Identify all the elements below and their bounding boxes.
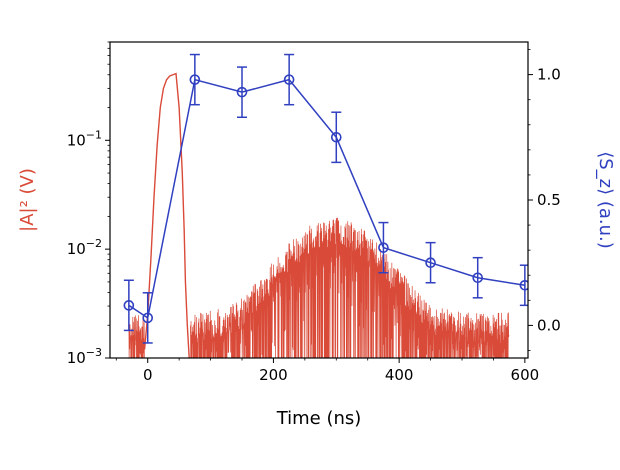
sz-errorbar — [189, 53, 200, 106]
right-tick-label: 0.0 — [537, 316, 561, 334]
sz-point — [519, 279, 528, 291]
sz-point — [472, 272, 484, 284]
x-tick-label: 400 — [385, 366, 414, 384]
left-tick-label: 10−2 — [67, 237, 102, 258]
sz-errorbar — [284, 53, 295, 106]
x-axis-title: Time (ns) — [276, 408, 362, 429]
pulse-trace — [143, 72, 190, 358]
right-axis-title: ⟨S_z⟩ (a.u.) — [595, 151, 616, 249]
sz-point — [330, 132, 342, 143]
sz-errorbar — [123, 279, 134, 332]
sz-point — [123, 300, 135, 311]
right-tick-label: 1.0 — [537, 66, 561, 84]
pulse-and-echo-trace — [128, 72, 510, 358]
sz-point — [189, 74, 201, 85]
sz-errorbar — [425, 241, 436, 284]
sz-errorbar — [237, 66, 247, 118]
sz-errorbar — [378, 221, 389, 274]
noise-trace-0 — [128, 315, 145, 358]
x-tick-label: 200 — [259, 366, 288, 384]
sz-series — [123, 53, 528, 344]
axes: 0 200 400 600 10−3 10−2 10−1 0.0 0.5 1.0 — [67, 41, 561, 384]
left-tick-label: 10−1 — [67, 128, 102, 149]
sz-errorbar — [519, 264, 528, 307]
sz-point — [425, 257, 436, 268]
sz-point — [378, 242, 389, 253]
sz-point — [236, 86, 248, 98]
left-axis-title: |A|² (V) — [17, 168, 38, 232]
noise-trace-1 — [190, 217, 510, 358]
sz-errorbar — [142, 292, 153, 344]
left-tick-label: 10−3 — [67, 346, 102, 367]
right-tick-label: 0.5 — [537, 191, 561, 209]
sz-point — [283, 74, 295, 85]
x-tick-label: 600 — [511, 366, 540, 384]
sz-point — [142, 312, 154, 324]
sz-errorbar — [472, 256, 483, 299]
x-tick-label: 0 — [143, 366, 153, 384]
sz-errorbar — [331, 111, 342, 164]
sz-line — [128, 78, 525, 320]
